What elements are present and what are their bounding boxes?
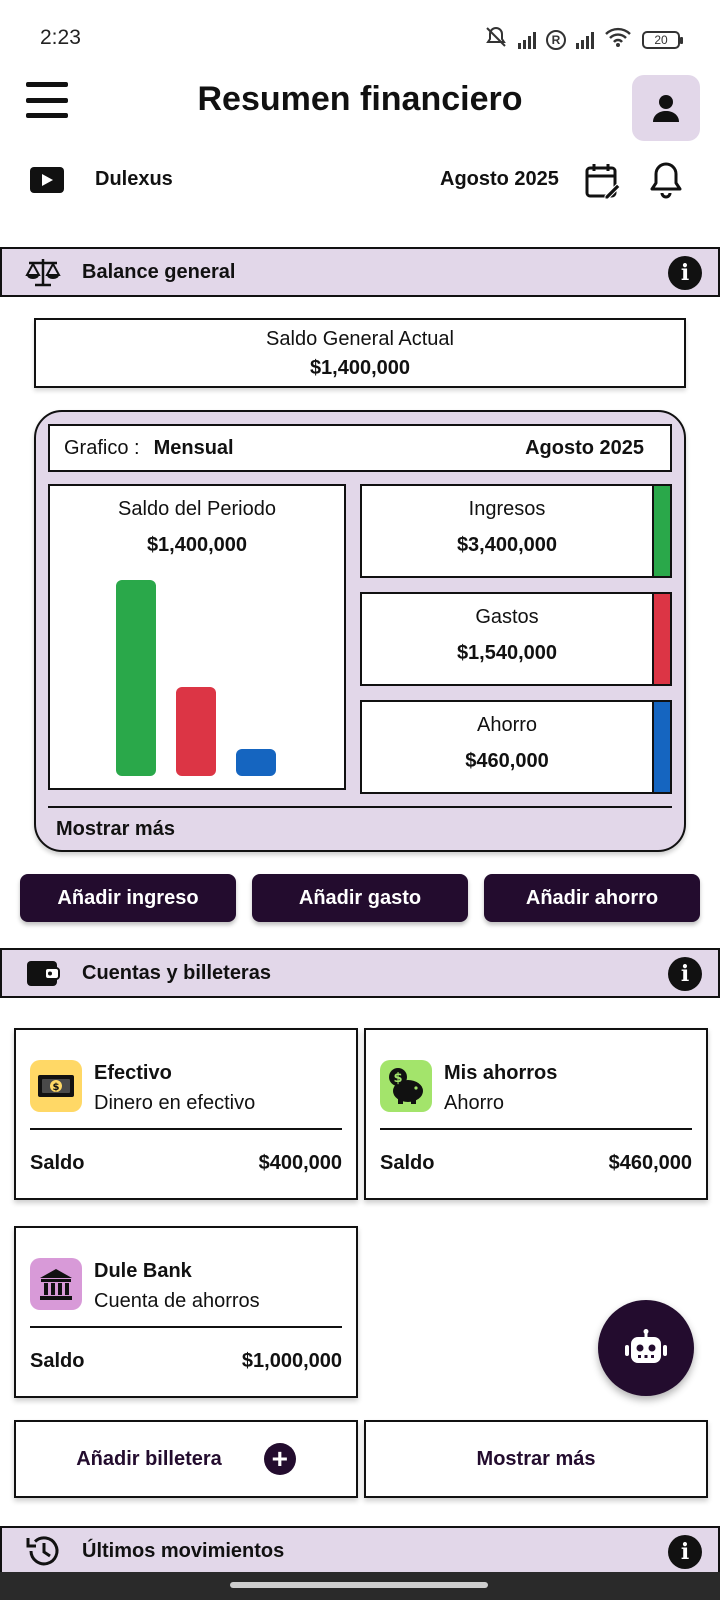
chart-show-more-link[interactable]: Mostrar más	[56, 818, 175, 840]
page-title: Resumen financiero	[197, 80, 523, 118]
expense-label: Gastos	[475, 606, 539, 628]
svg-text:$: $	[393, 1071, 402, 1086]
current-balance-value: $1,400,000	[309, 357, 411, 379]
plus-icon: +	[263, 1443, 296, 1475]
saving-color-strip	[652, 702, 670, 792]
period-balance-value: $1,400,000	[146, 534, 248, 556]
svg-text:$: $	[53, 1082, 60, 1093]
wallet-card-mis-ahorros[interactable]: $ Mis ahorros Ahorro Saldo $460,000	[364, 1028, 708, 1200]
play-icon[interactable]	[30, 167, 64, 193]
wallet-divider	[380, 1128, 692, 1130]
chart-divider	[48, 806, 672, 808]
saving-value: $460,000	[465, 750, 549, 772]
wallet-card-dule-bank[interactable]: Dule Bank Cuenta de ahorros Saldo $1,000…	[14, 1226, 358, 1398]
expense-color-strip	[652, 594, 670, 684]
bank-icon	[30, 1258, 82, 1310]
person-icon	[653, 95, 679, 122]
signal-icon-2	[576, 31, 594, 49]
movements-section-header: Últimos movimientos i	[0, 1526, 720, 1576]
expense-value: $1,540,000	[456, 642, 558, 664]
wallet-balance-label: Saldo	[30, 1350, 85, 1372]
wallet-divider	[30, 1326, 342, 1328]
movements-section-title: Últimos movimientos	[82, 1539, 285, 1562]
wallet-name: Efectivo	[94, 1062, 172, 1084]
wallet-icon	[24, 956, 62, 990]
period-label: Agosto 2025	[440, 168, 559, 190]
saving-label: Ahorro	[476, 714, 538, 736]
wallet-description: Cuenta de ahorros	[94, 1290, 260, 1312]
wallets-section-title: Cuentas y billeteras	[82, 961, 271, 984]
info-icon[interactable]: i	[668, 256, 702, 290]
income-label: Ingresos	[468, 498, 546, 520]
info-icon[interactable]: i	[668, 957, 702, 991]
wifi-icon	[604, 26, 632, 53]
roaming-icon: R	[546, 29, 566, 50]
chart-period[interactable]: Agosto 2025	[525, 436, 644, 459]
signal-icon	[518, 31, 536, 49]
current-balance-label: Saldo General Actual	[266, 328, 454, 350]
expense-card[interactable]: Gastos $1,540,000	[360, 592, 672, 686]
assistant-fab-button[interactable]	[598, 1300, 694, 1396]
add-saving-button[interactable]: Añadir ahorro	[484, 874, 700, 922]
balance-section-header: Balance general i	[0, 247, 720, 297]
status-time: 2:23	[40, 26, 81, 49]
wallet-card-efectivo[interactable]: $ Efectivo Dinero en efectivo Saldo $400…	[14, 1028, 358, 1200]
period-balance-card: Saldo del Periodo $1,400,000	[48, 484, 346, 790]
status-icons: R 20	[484, 26, 683, 53]
wallet-description: Dinero en efectivo	[94, 1092, 256, 1114]
chart-type-value[interactable]: Mensual	[153, 436, 234, 459]
cash-icon: $	[30, 1060, 82, 1112]
bar-ahorro	[236, 749, 276, 776]
wallet-name: Dule Bank	[94, 1260, 192, 1282]
wallet-balance-label: Saldo	[380, 1152, 435, 1174]
add-wallet-label: Añadir billetera	[76, 1447, 222, 1470]
period-balance-label: Saldo del Periodo	[118, 498, 276, 520]
bar-gastos	[176, 687, 216, 776]
income-card[interactable]: Ingresos $3,400,000	[360, 484, 672, 578]
income-color-strip	[652, 486, 670, 576]
chart-header[interactable]: Grafico : Mensual Agosto 2025	[48, 424, 672, 472]
home-gesture-handle[interactable]	[230, 1582, 488, 1588]
wallet-balance-label: Saldo	[30, 1152, 85, 1174]
add-wallet-button[interactable]: Añadir billetera +	[14, 1420, 358, 1498]
wallets-section-header: Cuentas y billeteras i	[0, 948, 720, 998]
history-icon	[24, 1534, 62, 1568]
scale-icon	[24, 255, 62, 289]
robot-icon	[625, 1329, 667, 1363]
current-balance-card: Saldo General Actual $1,400,000	[34, 318, 686, 388]
user-name: Dulexus	[95, 168, 173, 190]
wallet-description: Ahorro	[444, 1092, 505, 1114]
income-value: $3,400,000	[456, 534, 558, 556]
wallets-show-more-button[interactable]: Mostrar más	[364, 1420, 708, 1498]
balance-section-title: Balance general	[82, 260, 236, 283]
add-income-button[interactable]: Añadir ingreso	[20, 874, 236, 922]
wallet-name: Mis ahorros	[444, 1062, 558, 1084]
info-icon[interactable]: i	[668, 1535, 702, 1569]
piggy-bank-icon: $	[380, 1060, 432, 1112]
calendar-edit-icon[interactable]	[585, 162, 621, 200]
wallet-balance-value: $400,000	[258, 1152, 342, 1174]
chart-type-label: Grafico :	[64, 436, 140, 459]
saving-card[interactable]: Ahorro $460,000	[360, 700, 672, 794]
menu-icon[interactable]	[26, 82, 68, 118]
mute-icon	[484, 26, 508, 53]
add-expense-button[interactable]: Añadir gasto	[252, 874, 468, 922]
bell-icon[interactable]	[648, 160, 684, 200]
wallet-balance-value: $1,000,000	[241, 1350, 342, 1372]
wallet-divider	[30, 1128, 342, 1130]
profile-button[interactable]	[632, 75, 700, 141]
battery-icon: 20	[642, 30, 683, 49]
bar-ingresos	[116, 580, 156, 776]
wallet-balance-value: $460,000	[608, 1152, 692, 1174]
